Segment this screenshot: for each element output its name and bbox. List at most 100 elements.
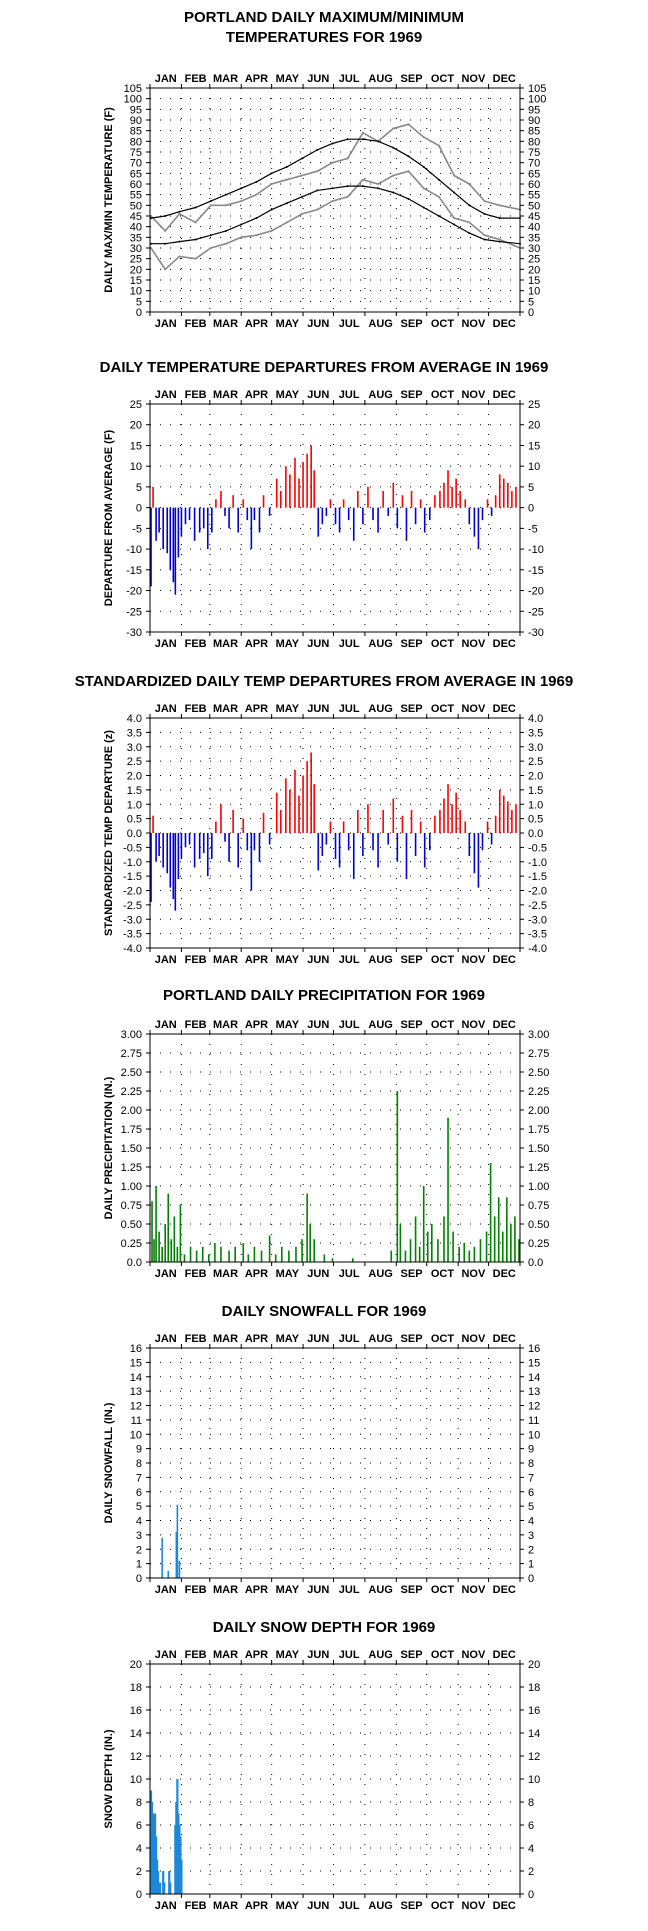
- bar: [405, 833, 408, 879]
- bar: [489, 1163, 492, 1262]
- y-tick-label-left: -2.5: [123, 900, 142, 912]
- y-tick-label-right: 9: [528, 1444, 534, 1456]
- month-label-top: AUG: [368, 73, 392, 85]
- data-point: [316, 189, 319, 192]
- data-point: [301, 195, 304, 198]
- y-tick-label-right: 0.50: [528, 1219, 549, 1231]
- bar: [174, 833, 177, 911]
- bar: [242, 1243, 245, 1262]
- data-point: [437, 215, 440, 217]
- y-tick-label-left: 25: [130, 254, 142, 266]
- bar: [234, 1246, 236, 1262]
- data-point: [164, 215, 167, 217]
- bar: [166, 833, 169, 874]
- bar: [473, 833, 476, 874]
- data-point: [468, 221, 471, 224]
- bar: [193, 833, 196, 868]
- y-tick-label-left: 0.0: [127, 1257, 142, 1269]
- bar: [477, 833, 480, 888]
- month-label-bottom: DEC: [493, 638, 516, 650]
- data-point: [483, 212, 486, 215]
- bar: [253, 833, 256, 851]
- y-tick-label-left: -1.0: [123, 857, 142, 869]
- data-point: [437, 195, 440, 198]
- bar: [164, 1224, 167, 1262]
- month-label-top: AUG: [368, 1333, 392, 1345]
- month-label-top: SEP: [401, 703, 423, 715]
- month-label-top: MAY: [276, 1333, 300, 1345]
- y-tick-label-left: 0: [136, 1889, 142, 1901]
- bar: [188, 833, 191, 845]
- bar: [494, 815, 497, 833]
- bar: [434, 815, 436, 833]
- data-point: [407, 197, 410, 200]
- y-tick-label-left: 105: [124, 83, 142, 95]
- bar: [342, 821, 345, 833]
- bar: [151, 1201, 153, 1262]
- month-label-top: FEB: [185, 1649, 207, 1661]
- y-tick-label-right: -25: [528, 606, 544, 618]
- bar: [262, 495, 265, 508]
- y-tick-label-left: 0.75: [121, 1200, 142, 1212]
- y-tick-label-left: 18: [130, 1682, 142, 1694]
- bar: [455, 792, 457, 833]
- month-label-bottom: FEB: [185, 954, 207, 966]
- month-label-bottom: JAN: [155, 318, 177, 330]
- month-label-bottom: DEC: [493, 1268, 516, 1280]
- y-tick-label-right: -30: [528, 627, 544, 639]
- data-point: [377, 140, 380, 143]
- data-point: [361, 185, 364, 188]
- data-point: [316, 148, 319, 151]
- y-axis-label: DAILY MAX/MIN TEMPERATURE (F): [103, 107, 115, 293]
- data-point: [377, 183, 380, 185]
- data-point: [240, 236, 243, 239]
- bar: [247, 1254, 250, 1262]
- data-point: [392, 146, 395, 149]
- month-label-top: OCT: [431, 1649, 455, 1661]
- bar: [170, 1239, 173, 1262]
- bar: [331, 1258, 334, 1262]
- y-tick-label-left: 85: [130, 126, 142, 138]
- bar: [310, 752, 312, 833]
- y-tick-label-left: 1.50: [121, 1143, 142, 1155]
- y-tick-label-right: 3.0: [528, 742, 543, 754]
- bar: [502, 478, 505, 508]
- data-point: [361, 138, 364, 141]
- y-tick-label-right: 1.5: [528, 785, 543, 797]
- y-tick-label-right: 4: [528, 1516, 534, 1528]
- bar: [189, 1246, 192, 1262]
- bar: [285, 466, 287, 508]
- data-point: [164, 229, 167, 232]
- data-point: [301, 212, 304, 215]
- bar: [515, 486, 517, 508]
- y-tick-label-right: 14: [528, 1372, 540, 1384]
- bar: [188, 507, 191, 521]
- y-tick-label-left: 45: [130, 211, 142, 223]
- month-label-top: NOV: [461, 389, 486, 401]
- y-tick-label-right: 90: [528, 115, 540, 127]
- bar: [309, 1224, 311, 1262]
- data-point: [164, 242, 167, 245]
- bar: [224, 833, 226, 842]
- month-label-top: APR: [245, 703, 268, 715]
- y-tick-label-left: 4.0: [127, 713, 142, 725]
- month-label-bottom: AUG: [368, 1900, 392, 1912]
- bar: [158, 1231, 160, 1262]
- month-label-bottom: MAY: [276, 318, 300, 330]
- month-label-bottom: MAY: [276, 954, 300, 966]
- bar: [414, 1216, 417, 1262]
- bar: [334, 507, 337, 525]
- bar: [426, 1231, 429, 1262]
- y-tick-label-right: 13: [528, 1386, 540, 1398]
- month-label-top: JUL: [339, 1019, 360, 1031]
- chart-title: PORTLAND DAILY MAXIMUM/MINIMUM: [184, 9, 464, 26]
- data-point: [346, 185, 349, 188]
- bar: [501, 1231, 504, 1262]
- bar: [367, 804, 369, 833]
- bar: [387, 507, 390, 516]
- y-tick-label-right: 20: [528, 420, 540, 432]
- month-label-top: APR: [245, 389, 268, 401]
- bar: [166, 507, 169, 554]
- y-tick-label-left: 4: [136, 1843, 142, 1855]
- bar: [428, 833, 431, 851]
